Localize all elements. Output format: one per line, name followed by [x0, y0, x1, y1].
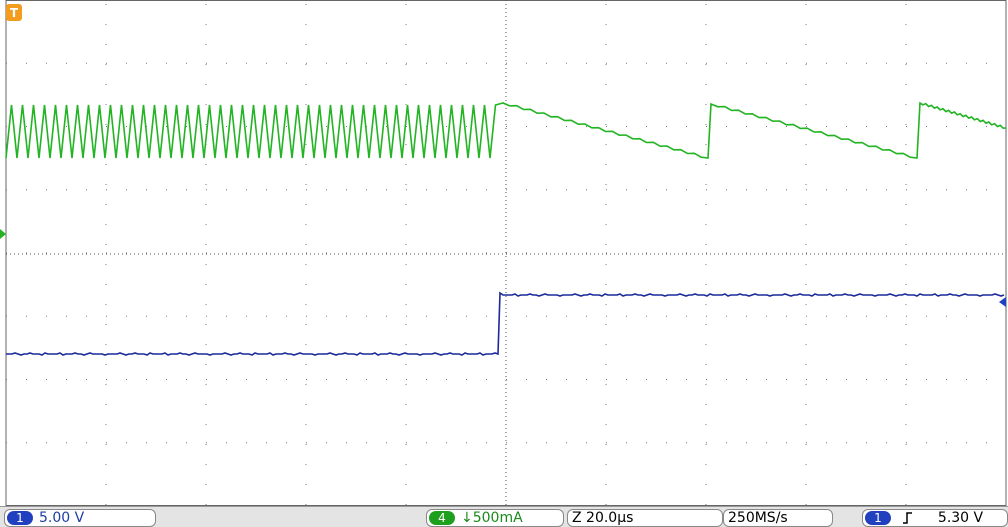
trigger-slope-icon — [903, 512, 913, 524]
channel4-scale[interactable]: 4 ↓500mA — [426, 509, 564, 527]
channel1-marker — [999, 297, 1006, 307]
channel4-badge: 4 — [429, 511, 455, 525]
channel1-badge: 1 — [7, 511, 33, 525]
channel1-scale[interactable]: 1 5.00 V — [4, 509, 156, 527]
timebase[interactable]: Z 20.0µs — [567, 509, 723, 527]
trigger-marker-text: T — [10, 6, 19, 20]
trigger-settings[interactable]: 1 5.30 V — [862, 509, 1008, 527]
channel4-trace — [5, 101, 1007, 159]
sample-rate[interactable]: 250MS/s — [723, 509, 833, 527]
channel4-scale-text: ↓500mA — [461, 510, 523, 526]
status-bar: 1 5.00 V 4 ↓500mA Z 20.0µs 250MS/s 1 5.30 … — [0, 506, 1008, 527]
trigger-position-marker — [6, 4, 22, 21]
graticule — [5, 0, 1007, 506]
trigger-level: 5.30 V — [937, 510, 984, 526]
waveform-display: T — [0, 0, 1007, 506]
trigger-source-badge: 1 — [865, 511, 891, 525]
channel4-marker — [0, 229, 6, 239]
channel1-trace — [6, 291, 1005, 356]
channel1-scale-text: 5.00 V — [39, 510, 85, 526]
